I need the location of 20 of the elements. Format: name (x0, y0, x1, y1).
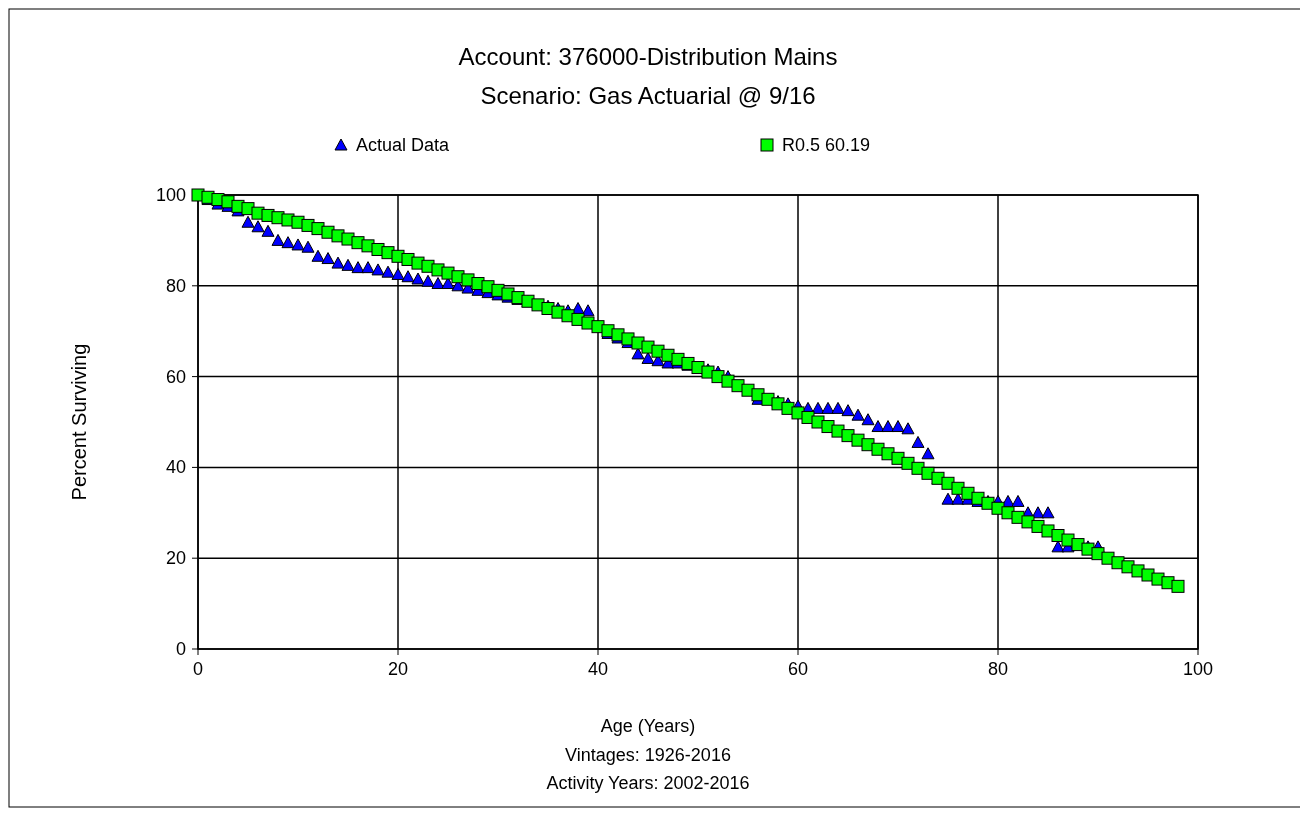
x-tick-label: 80 (987, 659, 1009, 679)
y-tick-label: 20 (165, 548, 186, 569)
chart-subtitle: Scenario: Gas Actuarial @ 9/16 (480, 82, 816, 109)
y-tick-label: 80 (165, 275, 186, 296)
chart-title: Account: 376000-Distribution Mains (458, 43, 838, 70)
legend-label: Actual Data (356, 135, 451, 155)
x-tick-label: 0 (192, 659, 204, 679)
x-tick-label: 40 (587, 659, 609, 679)
x-axis-title: Age (Years) (600, 716, 696, 736)
legend-label: R0.5 60.19 (782, 135, 871, 155)
y-tick-label: 60 (165, 366, 186, 387)
x-tick-label: 60 (787, 659, 809, 679)
text: Activity Years: 2002-2016 (546, 773, 750, 793)
x-tick-label: 100 (1182, 659, 1214, 679)
y-axis-title: Percent Surviving (68, 343, 90, 501)
y-tick-label: 100 (155, 185, 186, 205)
y-tick-label: 0 (175, 639, 186, 659)
x-tick-label: 20 (387, 659, 409, 679)
y-tick-label: 40 (165, 457, 186, 478)
text: Vintages: 1926-2016 (565, 745, 731, 765)
